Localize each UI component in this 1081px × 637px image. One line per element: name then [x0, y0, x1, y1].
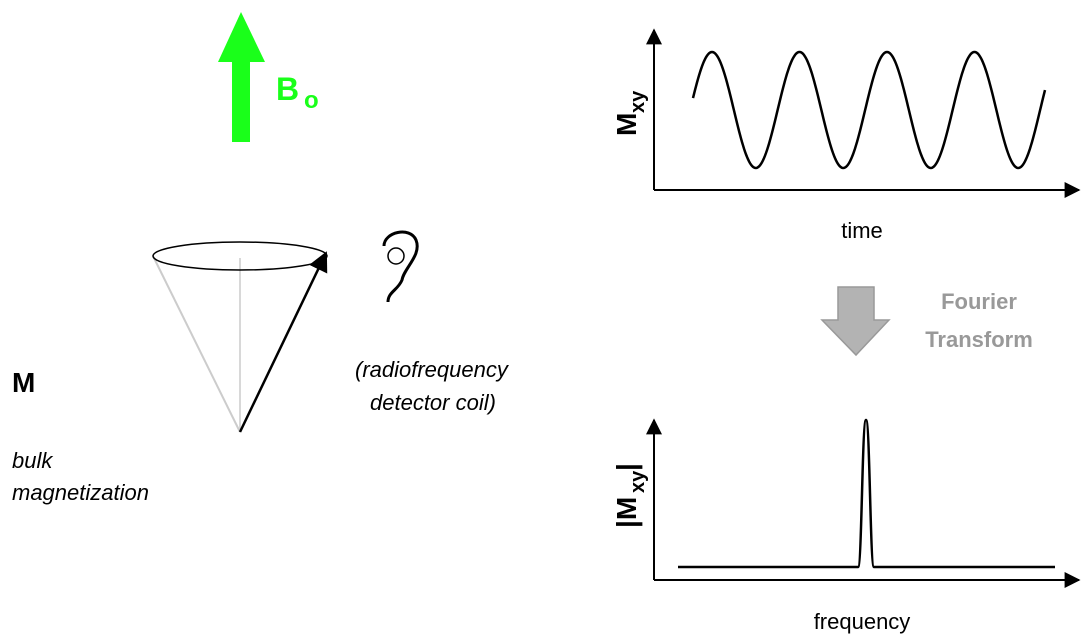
y-label-symbol: M	[611, 113, 642, 136]
cone	[152, 241, 328, 433]
field-subscript: o	[304, 87, 319, 114]
coil-caption: (radiofrequency	[355, 357, 510, 382]
transform-label: Transform	[925, 327, 1033, 352]
time-axes	[646, 28, 1081, 198]
time-y-label: M xy	[611, 90, 649, 136]
y-label-subscript: xy	[627, 470, 649, 493]
y-label-close: |	[611, 463, 642, 471]
transform-arrow	[820, 286, 891, 357]
y-label-open: |M	[611, 497, 642, 528]
frequency-x-label: frequency	[814, 609, 911, 634]
signal-curve	[691, 50, 1047, 170]
frequency-y-label: |M xy |	[611, 463, 649, 528]
frequency-axes	[646, 418, 1081, 588]
magnetization-caption: magnetization	[12, 480, 149, 505]
magnetization-symbol: M	[12, 367, 35, 398]
coil	[382, 230, 419, 303]
transform-label: Fourier	[941, 289, 1017, 314]
spectrum-curve	[678, 418, 1055, 569]
coil-caption: detector coil)	[370, 390, 496, 415]
magnetization-caption: bulk	[12, 448, 53, 473]
time-x-label: time	[841, 218, 883, 243]
field-arrow	[218, 12, 265, 142]
field-symbol: B	[276, 71, 299, 107]
y-label-subscript: xy	[627, 90, 649, 113]
